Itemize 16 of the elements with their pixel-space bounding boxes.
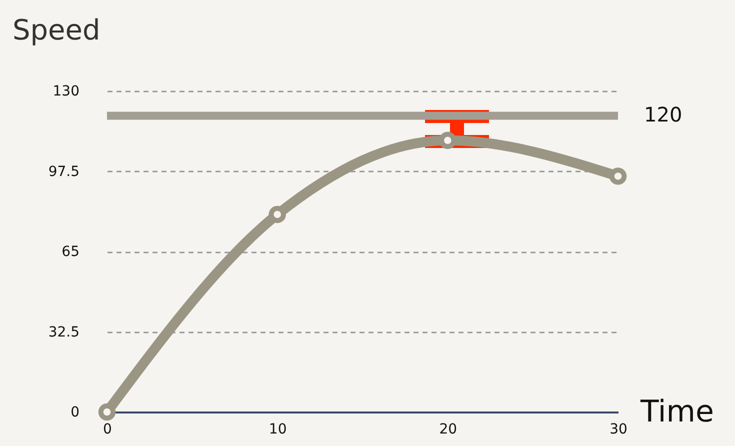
y-tick-label: 0 (70, 404, 80, 420)
y-axis-title: Speed (12, 14, 100, 46)
point (439, 132, 456, 149)
x-tick-label: 30 (610, 422, 628, 438)
x-tick-label: 10 (268, 422, 287, 438)
point (98, 403, 116, 421)
x-tick-label: 20 (439, 422, 458, 438)
x-axis-title: Time (640, 394, 714, 430)
y-tick-label: 97.5 (48, 164, 80, 180)
ref-line-label: 120 (644, 102, 682, 127)
y-tick-label: 130 (52, 84, 80, 100)
point (609, 168, 627, 185)
y-tick-label: 65 (62, 244, 80, 260)
point (268, 206, 286, 224)
x-tick-label: 0 (103, 422, 112, 438)
y-tick-label: 32.5 (48, 324, 80, 340)
